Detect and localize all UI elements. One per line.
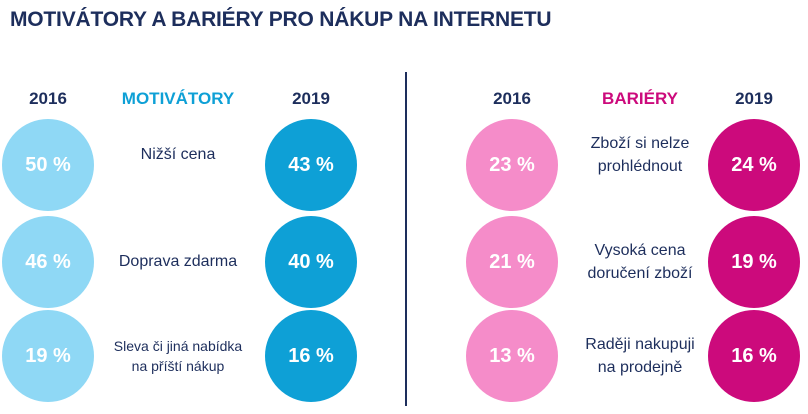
bariery-heading: BARIÉRY xyxy=(602,89,678,108)
bariery-row-label: Vysoká cena doručení zboží xyxy=(555,216,725,308)
motivatory-heading: MOTIVÁTORY xyxy=(121,89,235,108)
motivatory-row-label: Sleva či jiná nabídka na příští nákup xyxy=(93,310,263,402)
label-line: Nižší cena xyxy=(140,146,216,164)
panel-divider xyxy=(405,72,407,406)
motivatory-value-2016-circle: 46 % xyxy=(2,216,94,308)
bariery-row-label-text: Raději nakupuji na prodejně xyxy=(585,333,694,379)
bariery-value-2016-circle: 21 % xyxy=(466,216,558,308)
label-line: Zboží si nelze xyxy=(590,134,690,152)
motivatory-row-label-text: Doprava zdarma xyxy=(119,250,237,273)
motivatory-row-label-text: Sleva či jiná nabídka na příští nákup xyxy=(114,336,242,377)
bariery-year-2016-header: 2016 xyxy=(493,89,531,108)
motivatory-value-2019-circle: 40 % xyxy=(265,216,357,308)
bariery-year-2019-header: 2019 xyxy=(735,89,773,108)
label-line: Doprava zdarma xyxy=(118,253,238,271)
bariery-row-label-text: Vysoká cena doručení zboží xyxy=(588,239,693,285)
motivatory-year-2019-header: 2019 xyxy=(292,89,330,108)
motivatory-value-2019-circle: 43 % xyxy=(265,119,357,211)
bariery-row-label: Raději nakupuji na prodejně xyxy=(555,310,725,402)
bariery-value-2019-circle: 19 % xyxy=(708,216,800,308)
label-line: prohlédnout xyxy=(597,158,683,175)
bariery-value-2019-circle: 16 % xyxy=(708,310,800,402)
motivatory-row-label: Doprava zdarma xyxy=(93,216,263,308)
page-title: MOTIVÁTORY A BARIÉRY PRO NÁKUP NA INTERN… xyxy=(10,8,552,31)
motivatory-value-2016-circle: 19 % xyxy=(2,310,94,402)
motivatory-year-2016-header: 2016 xyxy=(29,89,67,108)
motivatory-value-2016-circle: 50 % xyxy=(2,119,94,211)
bariery-value-2019-circle: 24 % xyxy=(708,119,800,211)
label-line: na příští nákup xyxy=(131,358,225,374)
bariery-value-2016-circle: 13 % xyxy=(466,310,558,402)
bariery-value-2016-circle: 23 % xyxy=(466,119,558,211)
motivatory-row-label-text: Nižší cena xyxy=(141,143,216,166)
motivatory-value-2019-circle: 16 % xyxy=(265,310,357,402)
motivatory-row-label: Nižší cena xyxy=(93,109,263,201)
bariery-row-label: Zboží si nelze prohlédnout xyxy=(555,109,725,201)
label-line: Vysoká cena xyxy=(594,241,686,259)
label-line: na prodejně xyxy=(597,359,683,376)
bariery-row-label-text: Zboží si nelze prohlédnout xyxy=(591,132,690,178)
label-line: Sleva či jiná nabídka xyxy=(113,337,243,354)
label-line: doručení zboží xyxy=(587,265,693,282)
label-line: Raději nakupuji xyxy=(585,335,695,353)
